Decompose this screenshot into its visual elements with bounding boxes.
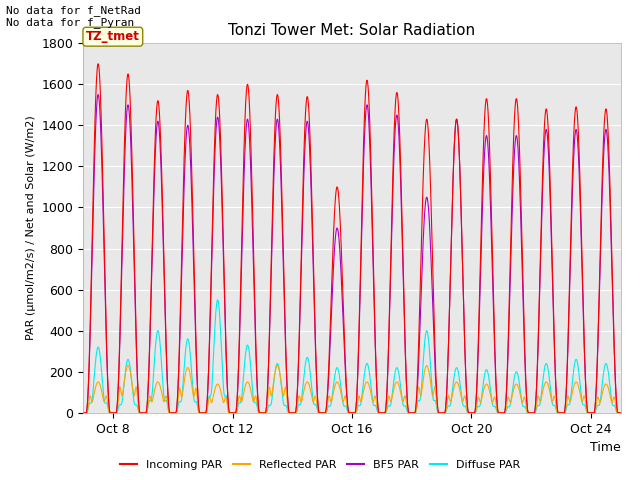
Reflected PAR [101,396,109,402]
BF5 PAR [179,233,186,239]
Reflected PAR [179,390,186,396]
Diffuse PAR [179,386,186,392]
Diffuse PAR [214,297,221,303]
Diffuse PAR [79,410,87,416]
Incoming PAR [79,410,87,416]
Incoming PAR [611,361,619,367]
Diffuse PAR [617,410,625,416]
BF5 PAR [94,92,102,97]
Incoming PAR [179,211,186,217]
Reflected PAR [176,385,184,391]
Incoming PAR [101,280,109,286]
Reflected PAR [260,410,268,416]
Line: Reflected PAR: Reflected PAR [83,366,621,413]
Reflected PAR [617,410,625,416]
BF5 PAR [79,410,87,416]
Incoming PAR [176,337,184,343]
Reflected PAR [79,410,87,416]
Diffuse PAR [175,399,183,405]
BF5 PAR [399,271,407,276]
Diffuse PAR [260,410,268,416]
Legend: Incoming PAR, Reflected PAR, BF5 PAR, Diffuse PAR: Incoming PAR, Reflected PAR, BF5 PAR, Di… [116,456,524,474]
Y-axis label: PAR (μmol/m2/s) / Net and Solar (W/m2): PAR (μmol/m2/s) / Net and Solar (W/m2) [26,116,36,340]
Diffuse PAR [399,402,407,408]
Incoming PAR [260,410,268,416]
X-axis label: Time: Time [590,441,621,454]
BF5 PAR [617,410,625,416]
Incoming PAR [399,260,407,266]
Diffuse PAR [611,403,619,408]
Diffuse PAR [101,400,109,406]
Incoming PAR [617,410,625,416]
BF5 PAR [611,364,619,370]
Text: TZ_tmet: TZ_tmet [86,30,140,43]
Line: BF5 PAR: BF5 PAR [83,95,621,413]
BF5 PAR [101,291,109,297]
Reflected PAR [611,396,619,402]
Incoming PAR [94,61,102,67]
BF5 PAR [176,346,184,351]
BF5 PAR [260,410,268,416]
Text: No data for f_NetRad
No data for f_Pyran: No data for f_NetRad No data for f_Pyran [6,5,141,28]
Reflected PAR [399,399,407,405]
Title: Tonzi Tower Met: Solar Radiation: Tonzi Tower Met: Solar Radiation [228,23,476,38]
Reflected PAR [124,363,132,369]
Line: Diffuse PAR: Diffuse PAR [83,300,621,413]
Line: Incoming PAR: Incoming PAR [83,64,621,413]
